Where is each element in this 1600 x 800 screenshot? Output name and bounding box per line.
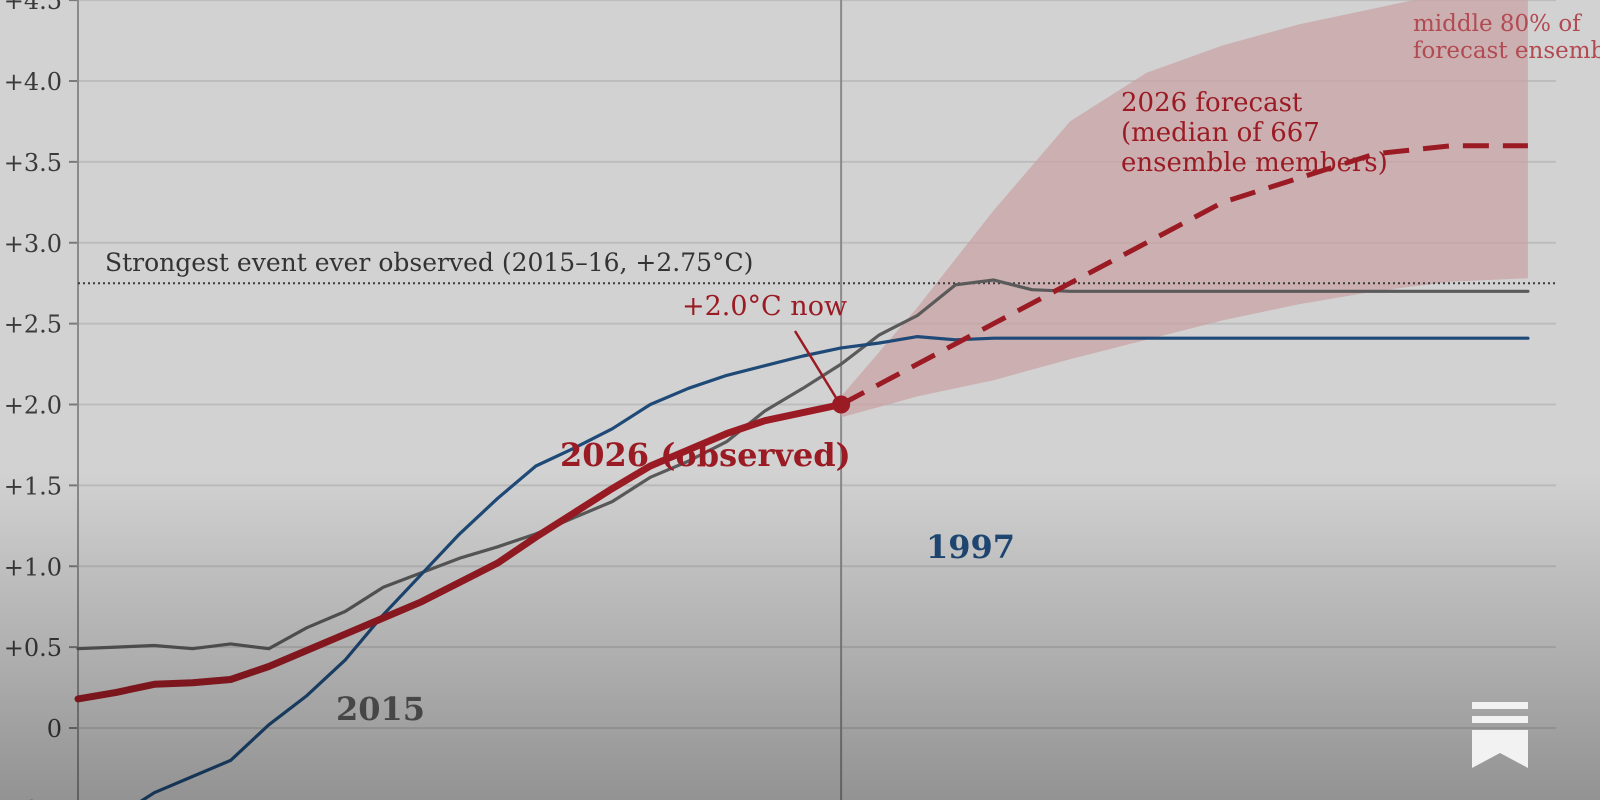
series-line-2 bbox=[74, 401, 845, 703]
series-line-0 bbox=[76, 278, 1530, 651]
forecast-band bbox=[841, 0, 1528, 418]
now-leader-line bbox=[793, 330, 839, 401]
y-tick-label: +4.5 bbox=[4, 0, 62, 15]
annotations: +2.0°C now 2026 (observed) 1997 2015 2026 fo… bbox=[336, 11, 1600, 728]
y-tick-label: +3.0 bbox=[4, 230, 62, 258]
threshold-label: Strongest event ever observed (2015–16, … bbox=[105, 248, 753, 277]
forecast-label-line: 2026 forecast bbox=[1121, 88, 1303, 118]
series-lines bbox=[74, 143, 1530, 800]
y-tick-label: +0.5 bbox=[4, 634, 62, 662]
bookmark-icon[interactable] bbox=[1472, 702, 1528, 770]
y-tick-label: -0.5 bbox=[16, 796, 62, 800]
series-label-1997: 1997 bbox=[926, 528, 1015, 566]
forecast-label-line: (median of 667 bbox=[1121, 118, 1320, 148]
now-label: +2.0°C now bbox=[682, 291, 847, 322]
y-tick-label: +3.5 bbox=[4, 149, 62, 177]
observed-label: 2026 (observed) bbox=[560, 436, 851, 474]
threshold-line-group: Strongest event ever observed (2015–16, … bbox=[78, 248, 1556, 285]
forecast-band-area bbox=[841, 0, 1528, 418]
series-label-2015: 2015 bbox=[336, 690, 425, 728]
y-tick-label: 0 bbox=[47, 715, 62, 743]
y-tick-label: +2.5 bbox=[4, 311, 62, 339]
series-line-3 bbox=[839, 143, 1528, 407]
y-tick-label: +1.5 bbox=[4, 472, 62, 500]
y-tick-labels: +4.5 +4.0 +3.5 +3.0 +2.5 +2.0 +1.5 +1.0 +0.5 0 -0.… bbox=[4, 0, 62, 800]
y-tick-label: +2.0 bbox=[4, 392, 62, 420]
gridlines bbox=[78, 0, 1556, 729]
band-label-line: middle 80% of bbox=[1413, 11, 1582, 37]
y-tick-label: +1.0 bbox=[4, 553, 62, 581]
now-marker bbox=[832, 395, 851, 414]
y-tick-label: +4.0 bbox=[4, 68, 62, 96]
band-label-line: forecast ensemble bbox=[1413, 38, 1600, 64]
forecast-label-line: ensemble members) bbox=[1121, 148, 1388, 178]
series-line-1 bbox=[139, 335, 1530, 800]
